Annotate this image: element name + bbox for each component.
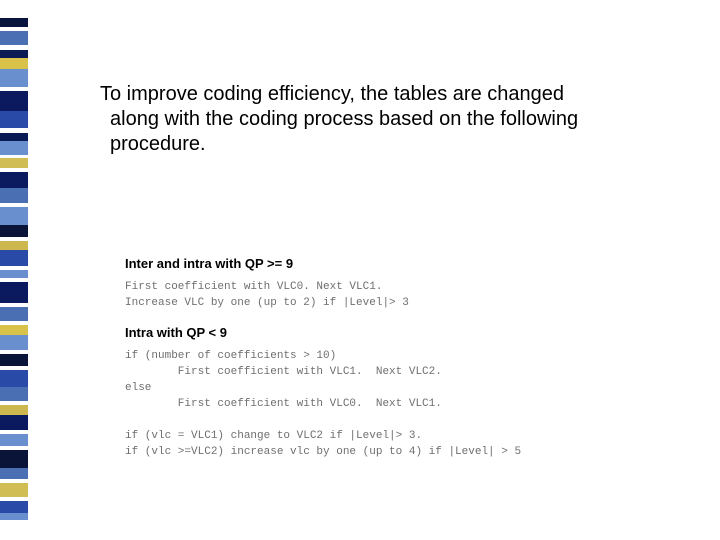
body-paragraph: To improve coding efficiency, the tables… <box>100 82 660 157</box>
stripe <box>0 69 28 87</box>
stripe <box>0 468 28 480</box>
stripe <box>0 282 28 304</box>
stripe <box>0 50 28 58</box>
stripe <box>0 250 28 266</box>
body-line-rest: along with the coding process based on t… <box>100 107 660 157</box>
stripe <box>0 270 28 278</box>
stripe <box>0 188 28 204</box>
decorative-stripe-column <box>0 0 28 540</box>
stripe <box>0 501 28 513</box>
section-2-code: if (number of coefficients > 10) First c… <box>125 349 685 461</box>
stripe <box>0 141 28 155</box>
stripe <box>0 225 28 237</box>
slide: To improve coding efficiency, the tables… <box>0 0 720 540</box>
stripe <box>0 354 28 366</box>
stripe <box>0 207 28 225</box>
stripe <box>0 111 28 129</box>
stripe <box>0 158 28 168</box>
stripe <box>0 91 28 111</box>
stripe <box>0 58 28 70</box>
stripe <box>0 434 28 446</box>
stripe <box>0 405 28 415</box>
stripe <box>0 31 28 45</box>
stripe <box>0 450 28 468</box>
stripe <box>0 483 28 497</box>
body-line-1: To improve coding efficiency, the tables… <box>100 83 564 105</box>
stripe <box>0 241 28 251</box>
section-2-heading: Intra with QP < 9 <box>125 325 227 340</box>
section-1-heading: Inter and intra with QP >= 9 <box>125 256 293 271</box>
stripe <box>0 335 28 351</box>
stripe <box>0 172 28 188</box>
stripe <box>0 387 28 401</box>
stripe <box>0 513 28 521</box>
stripe <box>0 370 28 388</box>
stripe <box>0 415 28 431</box>
stripe <box>0 307 28 321</box>
section-1-code: First coefficient with VLC0. Next VLC1. … <box>125 280 685 312</box>
stripe <box>0 325 28 335</box>
stripe <box>0 133 28 141</box>
stripe <box>0 0 28 18</box>
stripe <box>0 18 28 28</box>
stripe <box>0 520 28 540</box>
